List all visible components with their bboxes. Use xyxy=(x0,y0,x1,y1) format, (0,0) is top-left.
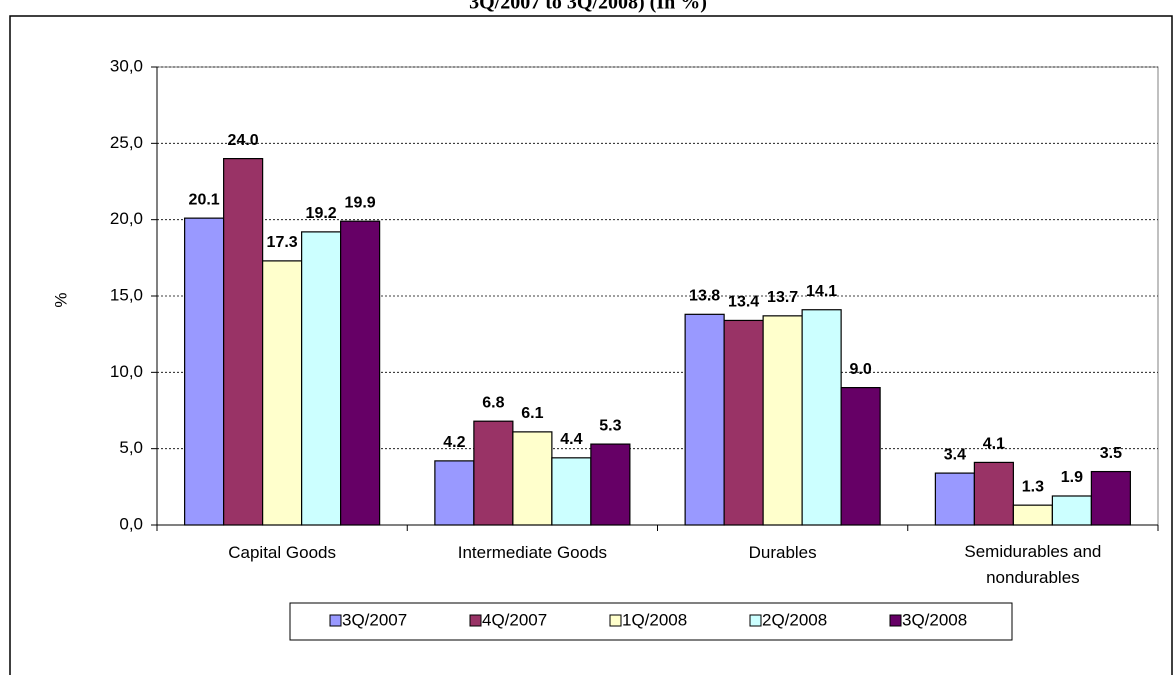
data-label: 13.4 xyxy=(728,294,759,311)
y-axis-label: % xyxy=(51,292,70,307)
legend-label: 4Q/2007 xyxy=(482,610,547,629)
data-label: 4.4 xyxy=(560,431,582,448)
bar xyxy=(262,260,303,526)
bar xyxy=(1051,495,1092,526)
data-label: 13.7 xyxy=(767,289,798,306)
data-label: 13.8 xyxy=(689,288,720,305)
data-label: 14.1 xyxy=(806,283,837,300)
bar xyxy=(973,461,1014,526)
data-label: 19.2 xyxy=(306,205,337,222)
data-label: 3.4 xyxy=(944,446,966,463)
data-label: 1.9 xyxy=(1061,469,1083,486)
bar xyxy=(434,460,475,526)
bar xyxy=(1090,470,1131,526)
bar xyxy=(301,231,342,526)
legend-swatch xyxy=(749,614,762,627)
bar xyxy=(223,158,264,526)
bar xyxy=(684,313,725,526)
bar xyxy=(723,319,764,526)
data-label: 6.8 xyxy=(482,394,504,411)
chart-title: 3Q/2007 to 3Q/2008) (In %) xyxy=(469,0,707,14)
x-tick-label: Durables xyxy=(748,543,817,562)
bar xyxy=(762,315,803,526)
legend-swatch xyxy=(889,614,902,627)
y-tick-label: 0,0 xyxy=(119,514,143,533)
y-tick-label: 20,0 xyxy=(110,209,143,228)
bar xyxy=(1012,504,1053,526)
data-label: 1.3 xyxy=(1022,478,1044,495)
data-label: 9.0 xyxy=(850,361,872,378)
bar xyxy=(184,217,225,526)
data-label: 6.1 xyxy=(521,405,543,422)
x-tick-label: Capital Goods xyxy=(228,543,336,562)
bar xyxy=(512,431,553,526)
bar xyxy=(340,220,381,526)
y-tick-label: 15,0 xyxy=(110,285,143,304)
bar xyxy=(473,420,514,526)
legend-swatch xyxy=(609,614,622,627)
legend-label: 3Q/2007 xyxy=(342,610,407,629)
data-label: 19.9 xyxy=(345,194,376,211)
bar xyxy=(590,443,631,526)
legend-label: 2Q/2008 xyxy=(762,610,827,629)
y-tick-label: 10,0 xyxy=(110,362,143,381)
data-label: 4.2 xyxy=(443,434,465,451)
bar xyxy=(801,309,842,526)
y-tick-label: 25,0 xyxy=(110,133,143,152)
data-label: 24.0 xyxy=(228,132,259,149)
x-tick-label: Semidurables and nondurables xyxy=(964,542,1102,587)
legend-label: 1Q/2008 xyxy=(622,610,687,629)
data-label: 4.1 xyxy=(983,436,1005,453)
data-label: 5.3 xyxy=(599,417,621,434)
data-label: 3.5 xyxy=(1100,445,1122,462)
x-tick-label: Intermediate Goods xyxy=(457,543,608,562)
legend-label: 3Q/2008 xyxy=(902,610,967,629)
legend-swatch xyxy=(329,614,342,627)
bar xyxy=(934,472,975,526)
chart-frame xyxy=(9,15,1173,675)
data-label: 20.1 xyxy=(189,191,220,208)
y-tick-label: 30,0 xyxy=(110,56,143,75)
bar xyxy=(551,457,592,526)
y-tick-label: 5,0 xyxy=(119,438,143,457)
legend-swatch xyxy=(469,614,482,627)
bar xyxy=(840,387,881,526)
data-label: 17.3 xyxy=(267,234,298,251)
